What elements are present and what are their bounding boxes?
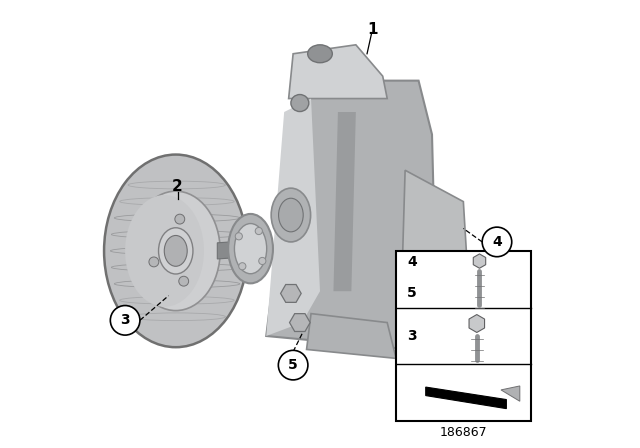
Text: 5: 5: [408, 286, 417, 301]
Circle shape: [278, 350, 308, 380]
Ellipse shape: [164, 236, 188, 266]
Polygon shape: [426, 387, 506, 409]
Ellipse shape: [228, 214, 273, 284]
Text: 186867: 186867: [440, 426, 487, 439]
Polygon shape: [307, 314, 396, 358]
Ellipse shape: [131, 191, 220, 310]
Ellipse shape: [308, 45, 332, 63]
Polygon shape: [501, 386, 520, 401]
Text: 4: 4: [408, 255, 417, 269]
Polygon shape: [218, 241, 251, 259]
Circle shape: [482, 227, 512, 257]
Bar: [396, 251, 531, 421]
Ellipse shape: [433, 273, 445, 283]
Polygon shape: [266, 99, 320, 336]
Ellipse shape: [234, 224, 267, 274]
Ellipse shape: [125, 195, 204, 307]
Ellipse shape: [271, 188, 310, 242]
Text: 1: 1: [367, 22, 378, 37]
Circle shape: [149, 257, 159, 267]
Circle shape: [259, 258, 266, 265]
Ellipse shape: [159, 228, 193, 274]
Text: 4: 4: [492, 235, 502, 249]
Text: 2: 2: [172, 179, 183, 194]
Ellipse shape: [427, 268, 451, 287]
Circle shape: [110, 306, 140, 335]
Circle shape: [239, 263, 246, 270]
Ellipse shape: [291, 95, 309, 112]
Circle shape: [255, 228, 262, 235]
Ellipse shape: [104, 155, 248, 347]
Circle shape: [179, 276, 189, 286]
Text: 3: 3: [120, 313, 130, 327]
Text: 5: 5: [288, 358, 298, 372]
Circle shape: [236, 233, 243, 240]
Polygon shape: [333, 112, 356, 291]
Polygon shape: [266, 81, 436, 349]
Ellipse shape: [278, 198, 303, 232]
Text: 3: 3: [408, 329, 417, 343]
Circle shape: [175, 214, 185, 224]
Polygon shape: [401, 170, 472, 349]
Polygon shape: [289, 45, 387, 99]
